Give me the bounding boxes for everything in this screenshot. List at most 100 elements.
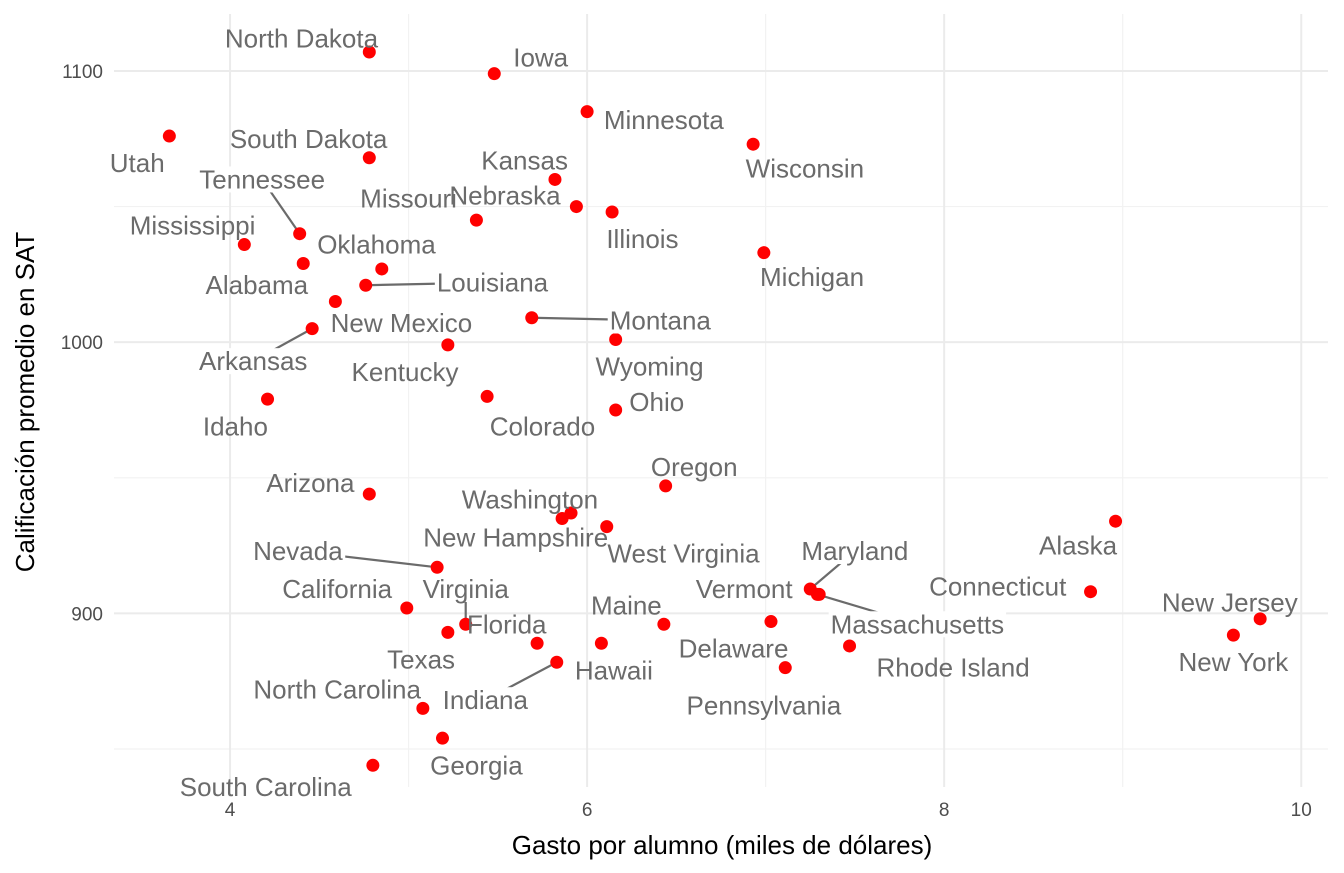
point-connecticut (1084, 585, 1098, 599)
point-label-tennessee: Tennessee (199, 164, 325, 194)
x-tick-label: 6 (582, 800, 593, 821)
point-oregon (659, 479, 673, 493)
point-label-south-dakota: South Dakota (230, 124, 388, 154)
point-rhode-island (843, 639, 857, 653)
point-nebraska (569, 200, 583, 214)
point-label-new-jersey: New Jersey (1162, 588, 1298, 618)
point-kansas (548, 172, 562, 186)
label-backing-louisiana (434, 269, 551, 296)
point-label-michigan: Michigan (760, 262, 864, 292)
point-arizona (362, 487, 376, 501)
point-label-vermont: Vermont (696, 574, 794, 604)
point-alaska (1109, 514, 1123, 528)
point-north-carolina (416, 701, 430, 715)
point-utah (162, 129, 176, 143)
point-louisiana (359, 278, 373, 292)
point-label-new-hampshire: New Hampshire (423, 522, 608, 552)
point-illinois (605, 205, 619, 219)
point-label-maine: Maine (591, 590, 662, 620)
point-label-west-virginia: West Virginia (607, 539, 760, 569)
point-label-texas: Texas (387, 645, 455, 675)
point-label-missouri: Missouri (360, 183, 457, 213)
label-backing-tennessee (197, 166, 328, 193)
label-backing-maryland (799, 538, 911, 565)
point-missouri (469, 213, 483, 227)
point-label-kentucky: Kentucky (352, 357, 459, 387)
point-label-minnesota: Minnesota (604, 105, 724, 135)
point-label-idaho: Idaho (203, 411, 268, 441)
point-montana (525, 311, 539, 325)
label-backing-arkansas (197, 348, 310, 375)
point-label-florida: Florida (467, 609, 547, 639)
point-label-wisconsin: Wisconsin (746, 154, 864, 184)
point-iowa (487, 67, 501, 81)
point-alabama (296, 257, 310, 271)
point-label-maryland: Maryland (801, 536, 908, 566)
point-nevada (430, 560, 444, 574)
point-label-connecticut: Connecticut (929, 571, 1067, 601)
point-wisconsin (746, 137, 760, 151)
point-california (400, 601, 414, 615)
point-label-utah: Utah (110, 148, 165, 178)
point-new-mexico (328, 295, 342, 309)
point-labels: Alabama Alaska Arizona Arkansas California Co… (110, 23, 1298, 802)
point-label-new-york: New York (1178, 647, 1289, 677)
x-tick-label: 10 (1291, 800, 1312, 821)
point-label-california: California (282, 574, 392, 604)
y-axis-title: Calificación promedio en SAT (10, 232, 40, 573)
point-west-virginia (600, 520, 614, 534)
data-points (162, 45, 1267, 772)
point-label-massachusetts: Massachusetts (831, 609, 1004, 639)
gridlines (114, 14, 1328, 787)
label-backing-virginia (420, 576, 512, 603)
point-label-washington: Washington (462, 484, 598, 514)
point-label-north-carolina: North Carolina (253, 674, 421, 704)
point-label-mississippi: Mississippi (130, 211, 256, 241)
point-north-dakota (362, 45, 376, 59)
y-tick-label: 1000 (61, 333, 103, 354)
point-south-dakota (362, 151, 376, 165)
point-label-delaware: Delaware (679, 634, 789, 664)
point-ohio (609, 403, 623, 417)
point-delaware (764, 615, 778, 629)
point-new-jersey (1253, 612, 1267, 626)
point-label-georgia: Georgia (430, 750, 523, 780)
point-pennsylvania (778, 661, 792, 675)
point-vermont (812, 587, 826, 601)
x-tick-label: 4 (225, 800, 236, 821)
point-label-iowa: Iowa (513, 42, 568, 72)
point-tennessee (293, 227, 307, 241)
point-new-york (1226, 628, 1240, 642)
point-maine (657, 617, 671, 631)
point-label-colorado: Colorado (490, 411, 596, 441)
x-tick-label: 8 (939, 800, 950, 821)
label-backing-nevada (251, 538, 346, 565)
y-tick-label: 1100 (62, 62, 103, 83)
point-mississippi (237, 238, 251, 252)
point-label-montana: Montana (610, 305, 712, 335)
point-label-nevada: Nevada (253, 536, 343, 566)
point-kentucky (441, 338, 455, 352)
point-virginia (459, 617, 473, 631)
point-oklahoma (375, 262, 389, 276)
point-label-oregon: Oregon (651, 452, 738, 482)
point-label-alaska: Alaska (1039, 531, 1118, 561)
point-georgia (435, 731, 449, 745)
point-label-oklahoma: Oklahoma (317, 230, 436, 260)
point-colorado (480, 389, 494, 403)
point-label-alabama: Alabama (206, 270, 309, 300)
point-indiana (550, 655, 564, 669)
point-arkansas (305, 322, 319, 336)
point-label-louisiana: Louisiana (437, 268, 549, 298)
point-label-nebraska: Nebraska (449, 181, 561, 211)
point-texas (441, 625, 455, 639)
point-minnesota (580, 105, 594, 119)
point-wyoming (609, 332, 623, 346)
point-label-ohio: Ohio (629, 387, 684, 417)
x-axis-title: Gasto por alumno (miles de dólares) (512, 830, 933, 860)
point-label-south-carolina: South Carolina (180, 772, 353, 802)
label-backing-montana (607, 307, 714, 334)
point-florida (530, 636, 544, 650)
point-idaho (261, 392, 275, 406)
